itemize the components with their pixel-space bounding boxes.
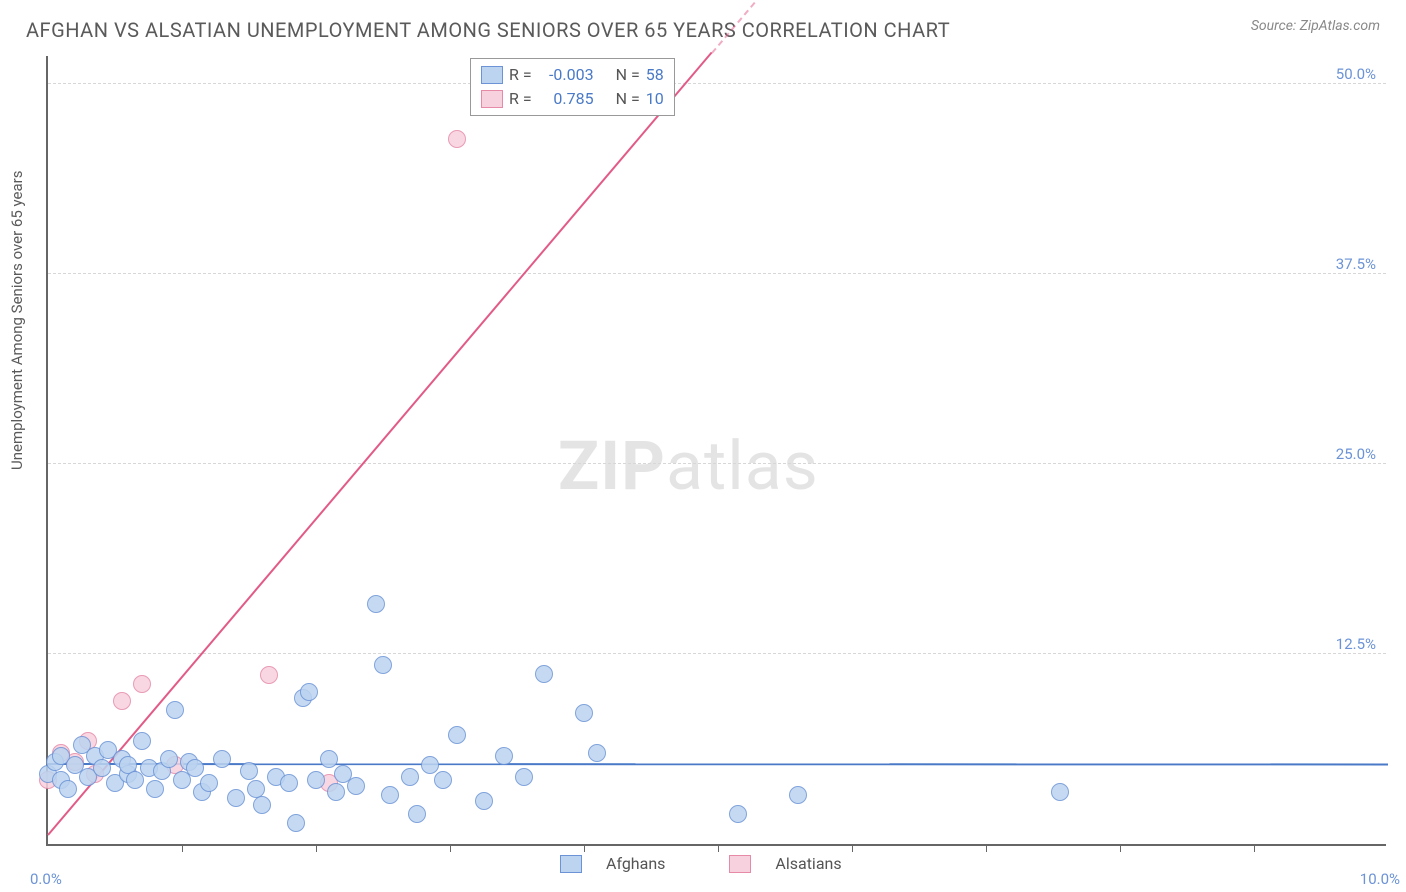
- data-point: [448, 130, 466, 148]
- data-point: [59, 780, 77, 798]
- data-point: [374, 656, 392, 674]
- x-tick: [1254, 844, 1255, 852]
- data-point: [280, 774, 298, 792]
- afghans-swatch-icon: [560, 855, 582, 873]
- data-point: [160, 750, 178, 768]
- data-point: [93, 759, 111, 777]
- x-max-label: 10.0%: [1360, 870, 1400, 888]
- x-min-label: 0.0%: [30, 870, 62, 888]
- data-point: [448, 726, 466, 744]
- y-tick-label: 37.5%: [1336, 255, 1376, 273]
- x-tick: [986, 844, 987, 852]
- data-point: [260, 666, 278, 684]
- data-point: [515, 768, 533, 786]
- data-point: [381, 786, 399, 804]
- watermark: ZIPatlas: [558, 426, 819, 506]
- data-point: [133, 675, 151, 693]
- data-point: [588, 744, 606, 762]
- data-point: [253, 796, 271, 814]
- y-tick-label: 12.5%: [1336, 635, 1376, 653]
- source-label: Source: ZipAtlas.com: [1251, 18, 1380, 34]
- data-point: [475, 792, 493, 810]
- y-tick-label: 25.0%: [1336, 445, 1376, 463]
- x-tick: [852, 844, 853, 852]
- data-point: [213, 750, 231, 768]
- x-tick: [1120, 844, 1121, 852]
- gridline: [48, 273, 1386, 274]
- data-point: [575, 704, 593, 722]
- alsatians-r-value: 0.785: [538, 87, 594, 111]
- x-tick: [316, 844, 317, 852]
- data-point: [186, 759, 204, 777]
- x-tick: [450, 844, 451, 852]
- data-point: [401, 768, 419, 786]
- chart-title: AFGHAN VS ALSATIAN UNEMPLOYMENT AMONG SE…: [26, 18, 950, 42]
- data-point: [495, 747, 513, 765]
- chart-container: Unemployment Among Seniors over 65 years…: [0, 50, 1406, 892]
- data-point: [789, 786, 807, 804]
- stats-legend: R = -0.003 N = 58 R = 0.785 N = 10: [470, 58, 675, 116]
- afghans-legend-label: Afghans: [606, 854, 665, 873]
- data-point: [421, 756, 439, 774]
- data-point: [200, 774, 218, 792]
- data-point: [535, 665, 553, 683]
- data-point: [287, 814, 305, 832]
- gridline: [48, 83, 1386, 84]
- y-tick-label: 50.0%: [1336, 65, 1376, 83]
- data-point: [133, 732, 151, 750]
- data-point: [434, 771, 452, 789]
- gridline: [48, 653, 1386, 654]
- data-point: [327, 783, 345, 801]
- data-point: [146, 780, 164, 798]
- data-point: [320, 750, 338, 768]
- data-point: [367, 595, 385, 613]
- alsatians-swatch: [481, 90, 503, 108]
- alsatians-n-value: 10: [646, 87, 664, 111]
- data-point: [408, 805, 426, 823]
- category-legend: Afghans Alsatians: [560, 854, 842, 873]
- x-tick: [584, 844, 585, 852]
- x-tick: [182, 844, 183, 852]
- afghans-swatch: [481, 66, 503, 84]
- data-point: [347, 777, 365, 795]
- data-point: [113, 692, 131, 710]
- data-point: [307, 771, 325, 789]
- data-point: [240, 762, 258, 780]
- data-point: [166, 701, 184, 719]
- trend-line: [47, 52, 712, 836]
- alsatians-swatch-icon: [729, 855, 751, 873]
- afghans-r-value: -0.003: [538, 63, 594, 87]
- plot-area: ZIPatlas 12.5% 25.0% 37.5% 50.0%: [46, 56, 1386, 846]
- afghans-n-value: 58: [646, 63, 664, 87]
- y-axis-label: Unemployment Among Seniors over 65 years: [8, 171, 26, 470]
- alsatians-legend-label: Alsatians: [775, 854, 841, 873]
- data-point: [227, 789, 245, 807]
- data-point: [1051, 783, 1069, 801]
- gridline: [48, 463, 1386, 464]
- x-tick: [718, 844, 719, 852]
- data-point: [300, 683, 318, 701]
- data-point: [729, 805, 747, 823]
